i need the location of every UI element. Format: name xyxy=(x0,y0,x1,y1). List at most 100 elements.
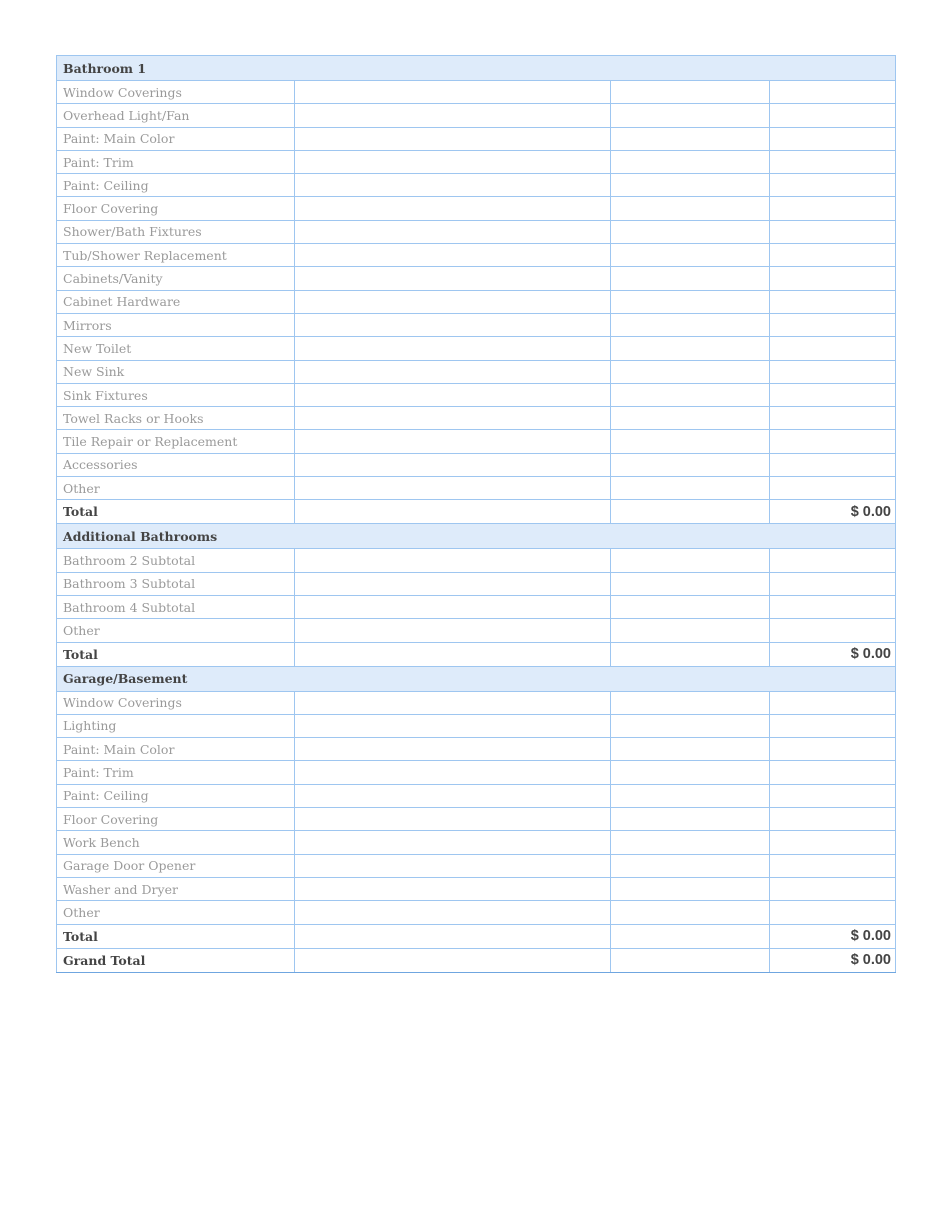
amount-cell[interactable] xyxy=(768,289,897,314)
item-cell[interactable] xyxy=(610,618,770,643)
item-cell[interactable] xyxy=(610,713,770,739)
amount-cell[interactable] xyxy=(768,713,897,739)
item-label: New Sink xyxy=(56,359,295,384)
item-cell[interactable] xyxy=(610,737,770,762)
amount-cell[interactable] xyxy=(768,476,897,501)
amount-cell[interactable] xyxy=(768,312,897,338)
item-cell[interactable] xyxy=(294,548,611,573)
amount-cell[interactable] xyxy=(768,406,897,431)
item-cell[interactable] xyxy=(610,853,770,878)
item-cell[interactable] xyxy=(294,618,611,643)
item-cell[interactable] xyxy=(610,406,770,431)
item-cell[interactable] xyxy=(294,452,611,478)
item-cell[interactable] xyxy=(610,79,770,105)
item-cell[interactable] xyxy=(610,876,770,902)
item-cell[interactable] xyxy=(610,126,770,151)
item-cell[interactable] xyxy=(294,853,611,878)
item-cell[interactable] xyxy=(610,760,770,785)
item-cell[interactable] xyxy=(294,406,611,431)
amount-cell[interactable] xyxy=(768,196,897,221)
amount-cell[interactable] xyxy=(768,618,897,643)
amount-cell[interactable] xyxy=(768,760,897,785)
amount-cell[interactable] xyxy=(768,429,897,454)
item-cell[interactable] xyxy=(294,807,611,832)
amount-cell[interactable] xyxy=(768,359,897,384)
item-cell[interactable] xyxy=(610,103,770,128)
item-cell[interactable] xyxy=(610,173,770,198)
amount-cell[interactable] xyxy=(768,79,897,105)
amount-cell[interactable] xyxy=(768,853,897,878)
item-cell[interactable] xyxy=(610,382,770,408)
amount-cell[interactable] xyxy=(768,243,897,268)
amount-cell[interactable] xyxy=(768,783,897,809)
item-cell[interactable] xyxy=(610,783,770,809)
item-cell[interactable] xyxy=(294,594,611,620)
item-cell[interactable] xyxy=(294,713,611,739)
item-cell[interactable] xyxy=(294,830,611,855)
item-cell[interactable] xyxy=(610,336,770,361)
amount-cell[interactable] xyxy=(768,266,897,291)
item-cell[interactable] xyxy=(610,312,770,338)
amount-cell[interactable] xyxy=(768,548,897,573)
item-cell[interactable] xyxy=(610,476,770,501)
amount-cell[interactable] xyxy=(768,900,897,925)
item-cell[interactable] xyxy=(610,594,770,620)
item-cell[interactable] xyxy=(610,243,770,268)
item-cell[interactable] xyxy=(610,289,770,314)
amount-cell[interactable] xyxy=(768,452,897,478)
item-cell[interactable] xyxy=(294,737,611,762)
amount-cell[interactable] xyxy=(768,126,897,151)
item-cell[interactable] xyxy=(610,196,770,221)
amount-cell[interactable] xyxy=(768,876,897,902)
amount-cell[interactable] xyxy=(768,382,897,408)
item-cell[interactable] xyxy=(610,219,770,245)
item-cell[interactable] xyxy=(610,266,770,291)
item-cell[interactable] xyxy=(294,266,611,291)
amount-cell[interactable] xyxy=(768,807,897,832)
amount-cell[interactable] xyxy=(768,571,897,596)
item-cell[interactable] xyxy=(294,429,611,454)
item-cell[interactable] xyxy=(294,289,611,314)
amount-cell[interactable] xyxy=(768,690,897,715)
item-cell[interactable] xyxy=(610,571,770,596)
item-cell[interactable] xyxy=(610,429,770,454)
item-cell[interactable] xyxy=(610,900,770,925)
amount-cell[interactable] xyxy=(768,173,897,198)
amount-cell[interactable] xyxy=(768,737,897,762)
item-cell[interactable] xyxy=(294,312,611,338)
amount-cell[interactable] xyxy=(768,103,897,128)
item-cell[interactable] xyxy=(294,476,611,501)
amount-cell[interactable] xyxy=(768,594,897,620)
amount-cell[interactable] xyxy=(768,830,897,855)
item-cell[interactable] xyxy=(294,783,611,809)
item-cell[interactable] xyxy=(294,690,611,715)
item-cell[interactable] xyxy=(610,548,770,573)
item-cell[interactable] xyxy=(610,149,770,175)
item-cell[interactable] xyxy=(294,103,611,128)
amount-cell[interactable] xyxy=(768,219,897,245)
item-cell[interactable] xyxy=(294,173,611,198)
item-cell[interactable] xyxy=(294,336,611,361)
grand-total-label: Grand Total xyxy=(56,947,295,973)
item-cell[interactable] xyxy=(294,900,611,925)
item-cell[interactable] xyxy=(610,807,770,832)
item-cell[interactable] xyxy=(610,452,770,478)
item-cell[interactable] xyxy=(294,571,611,596)
item-cell[interactable] xyxy=(610,830,770,855)
item-label: New Toilet xyxy=(56,336,295,361)
amount-cell[interactable] xyxy=(768,336,897,361)
item-label: Floor Covering xyxy=(56,196,295,221)
item-cell[interactable] xyxy=(294,219,611,245)
item-cell[interactable] xyxy=(294,359,611,384)
item-cell[interactable] xyxy=(294,79,611,105)
item-cell[interactable] xyxy=(294,196,611,221)
item-cell[interactable] xyxy=(294,149,611,175)
amount-cell[interactable] xyxy=(768,149,897,175)
item-cell[interactable] xyxy=(294,876,611,902)
item-cell[interactable] xyxy=(294,760,611,785)
item-cell[interactable] xyxy=(294,382,611,408)
item-cell[interactable] xyxy=(610,690,770,715)
item-cell[interactable] xyxy=(294,243,611,268)
item-cell[interactable] xyxy=(294,126,611,151)
item-cell[interactable] xyxy=(610,359,770,384)
